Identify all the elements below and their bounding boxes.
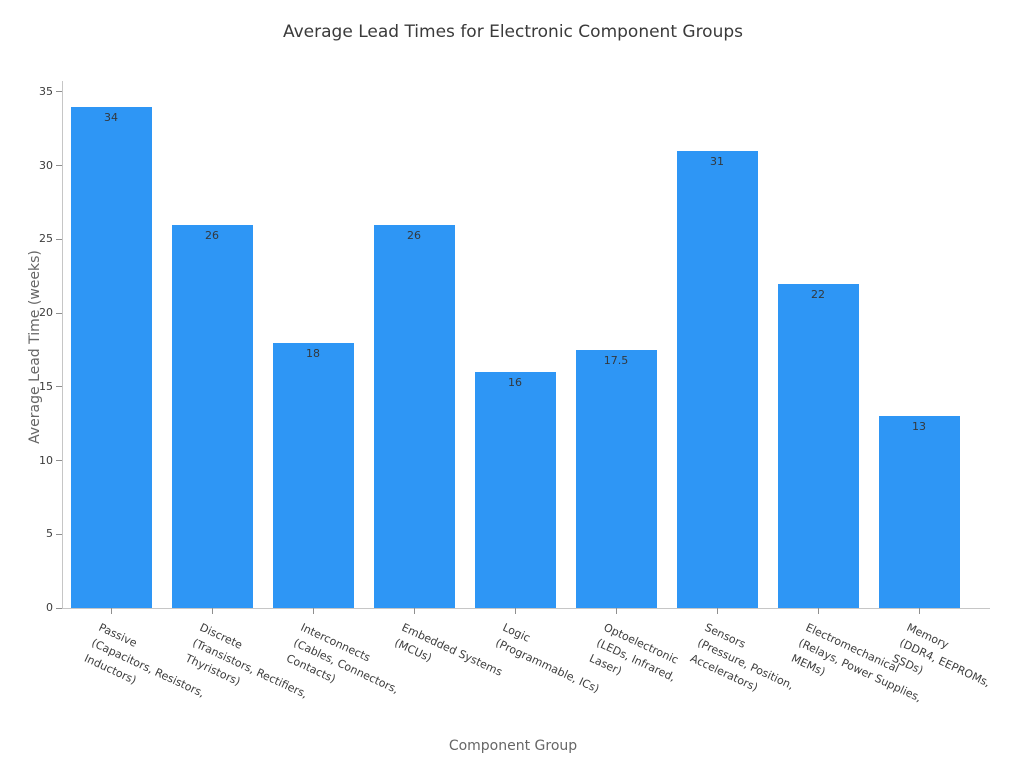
- y-tick-label: 20: [39, 306, 53, 319]
- y-axis-title: Average Lead Time (weeks): [27, 250, 43, 444]
- y-tick-label: 35: [39, 84, 53, 98]
- bar: [272, 342, 354, 608]
- bar: [777, 283, 859, 608]
- y-tick-label: 15: [39, 379, 53, 393]
- y-tick-mark: [56, 607, 62, 609]
- x-tick-mark: [716, 608, 718, 614]
- x-tick-mark: [312, 608, 314, 614]
- y-tick-label: 0: [46, 601, 53, 614]
- bar: [575, 349, 657, 608]
- x-tick-mark: [514, 608, 516, 614]
- x-category-label: Optoelectronic (LEDs, Infrared, Laser): [587, 620, 681, 685]
- x-axis-spine: [62, 608, 990, 609]
- bar: [878, 416, 960, 608]
- y-tick-label: 10: [39, 453, 53, 467]
- y-axis-spine: [62, 81, 63, 608]
- y-tick-mark: [56, 386, 62, 388]
- bar-value-label: 17.5: [603, 353, 629, 367]
- y-tick-label: 5: [46, 527, 53, 541]
- bar-value-label: 13: [912, 420, 926, 434]
- x-tick-mark: [211, 608, 213, 614]
- y-tick-mark: [56, 165, 62, 166]
- bar-value-label: 26: [205, 228, 219, 242]
- x-tick-mark: [817, 608, 819, 614]
- x-tick-mark: [918, 608, 920, 614]
- bar-value-label: 16: [508, 376, 522, 389]
- bar: [676, 150, 758, 608]
- y-tick-label: 25: [39, 232, 53, 246]
- bar: [171, 224, 253, 608]
- y-tick-label: 30: [39, 158, 53, 172]
- x-tick-mark: [110, 608, 112, 614]
- bar: [70, 106, 152, 608]
- y-tick-mark: [56, 533, 62, 535]
- x-category-label: Embedded Systems (MCUs): [392, 620, 505, 679]
- bar: [474, 372, 556, 608]
- x-category-label: Sensors (Pressure, Position, Accelerator…: [688, 620, 796, 695]
- bar-value-label: 26: [407, 228, 421, 242]
- x-axis-title: Component Group: [448, 738, 578, 754]
- bar-value-label: 18: [306, 346, 320, 360]
- bar: [373, 224, 455, 608]
- y-tick-mark: [56, 238, 62, 240]
- bar-value-label: 22: [811, 287, 825, 301]
- bar-value-label: 31: [710, 154, 724, 168]
- y-tick-mark: [56, 312, 62, 314]
- bar-value-label: 34: [104, 110, 118, 124]
- chart-title: Average Lead Times for Electronic Compon…: [282, 22, 744, 42]
- y-tick-mark: [56, 460, 62, 461]
- y-tick-mark: [56, 91, 62, 93]
- x-tick-mark: [413, 608, 415, 614]
- x-tick-mark: [615, 608, 617, 614]
